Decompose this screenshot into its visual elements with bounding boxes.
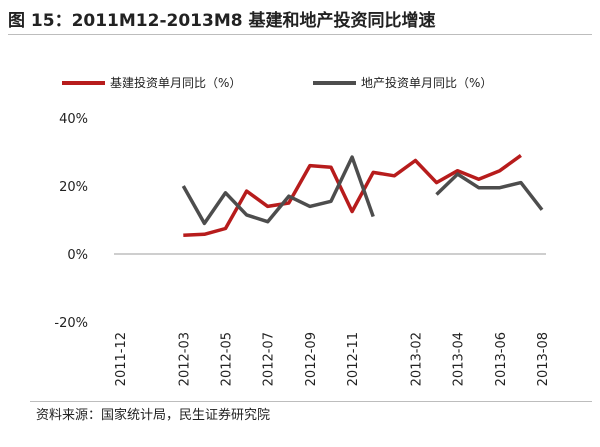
x-tick-label: 2012-03	[177, 332, 192, 386]
legend-label-real-estate: 地产投资单月同比（%）	[361, 75, 492, 90]
x-tick-label: 2012-11	[346, 332, 361, 386]
source-note: 资料来源：国家统计局，民生证券研究院	[36, 408, 271, 423]
chart-legend: 基建投资单月同比（%） 地产投资单月同比（%）	[62, 75, 492, 90]
x-tick-label: 2012-09	[304, 332, 319, 386]
y-tick-label: 0%	[67, 248, 88, 263]
legend-label-infrastructure: 基建投资单月同比（%）	[110, 75, 241, 90]
series-layer	[181, 153, 544, 238]
title-divider	[8, 34, 592, 35]
y-tick-label: -20%	[54, 316, 88, 331]
series-line-infrastructure	[183, 153, 522, 238]
x-axis: 2011-12 2012-03 2012-05 2012-07 2012-09 2012-…	[114, 332, 551, 386]
x-tick-label: 2013-08	[536, 332, 551, 386]
x-tick-label: 2013-02	[409, 332, 424, 386]
x-tick-label: 2013-06	[494, 332, 509, 386]
x-tick-label: 2013-04	[452, 332, 467, 386]
y-tick-label: 20%	[59, 180, 88, 195]
line-chart: 基建投资单月同比（%） 地产投资单月同比（%） -20% 0% 20% 40% 201…	[54, 75, 551, 386]
chart-title: 图 15：2011M12-2013M8 基建和地产投资同比增速	[8, 11, 436, 31]
x-tick-label: 2012-05	[220, 332, 235, 386]
y-tick-label: 40%	[59, 112, 88, 127]
y-axis: -20% 0% 20% 40%	[54, 112, 88, 331]
series-line-real-estate	[435, 172, 544, 211]
x-tick-label: 2012-07	[262, 332, 277, 386]
source-divider	[30, 401, 592, 402]
x-tick-label: 2011-12	[114, 332, 129, 386]
series-line-real-estate	[181, 155, 375, 226]
